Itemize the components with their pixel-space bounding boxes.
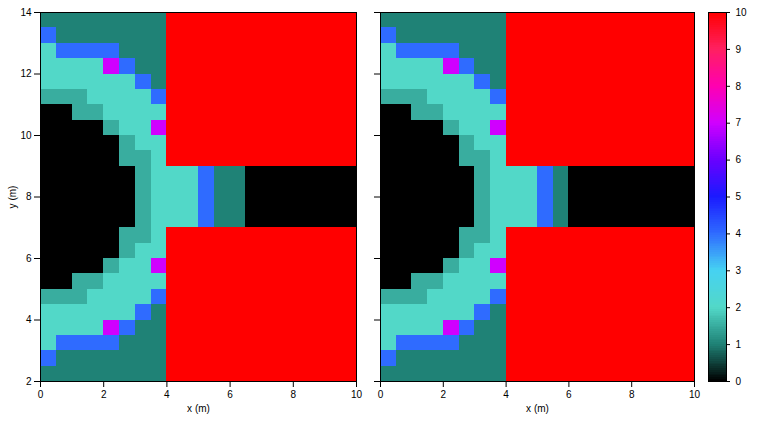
svg-text:7: 7 bbox=[736, 117, 742, 128]
svg-text:10: 10 bbox=[20, 130, 32, 141]
svg-text:8: 8 bbox=[291, 389, 297, 400]
svg-text:3: 3 bbox=[736, 265, 742, 276]
svg-text:4: 4 bbox=[164, 389, 170, 400]
svg-text:4: 4 bbox=[736, 228, 742, 239]
svg-text:x (m): x (m) bbox=[187, 403, 210, 414]
svg-text:4: 4 bbox=[26, 314, 32, 325]
svg-text:2: 2 bbox=[736, 302, 742, 313]
svg-text:6: 6 bbox=[566, 389, 572, 400]
svg-text:y (m): y (m) bbox=[7, 186, 18, 209]
svg-text:12: 12 bbox=[20, 68, 32, 79]
svg-text:10: 10 bbox=[689, 389, 701, 400]
svg-text:14: 14 bbox=[20, 7, 32, 18]
svg-text:4: 4 bbox=[503, 389, 509, 400]
svg-text:2: 2 bbox=[101, 389, 107, 400]
svg-text:10: 10 bbox=[736, 7, 748, 18]
svg-text:0: 0 bbox=[38, 389, 44, 400]
svg-text:6: 6 bbox=[26, 253, 32, 264]
svg-text:8: 8 bbox=[736, 81, 742, 92]
svg-text:0: 0 bbox=[378, 389, 384, 400]
svg-text:5: 5 bbox=[736, 191, 742, 202]
svg-text:10: 10 bbox=[351, 389, 363, 400]
svg-text:0: 0 bbox=[736, 376, 742, 387]
svg-text:8: 8 bbox=[629, 389, 635, 400]
svg-text:8: 8 bbox=[26, 191, 32, 202]
svg-text:2: 2 bbox=[441, 389, 447, 400]
svg-text:1: 1 bbox=[736, 339, 742, 350]
svg-text:9: 9 bbox=[736, 44, 742, 55]
svg-text:6: 6 bbox=[736, 154, 742, 165]
svg-text:6: 6 bbox=[227, 389, 233, 400]
svg-text:x (m): x (m) bbox=[526, 403, 549, 414]
svg-text:2: 2 bbox=[26, 376, 32, 387]
